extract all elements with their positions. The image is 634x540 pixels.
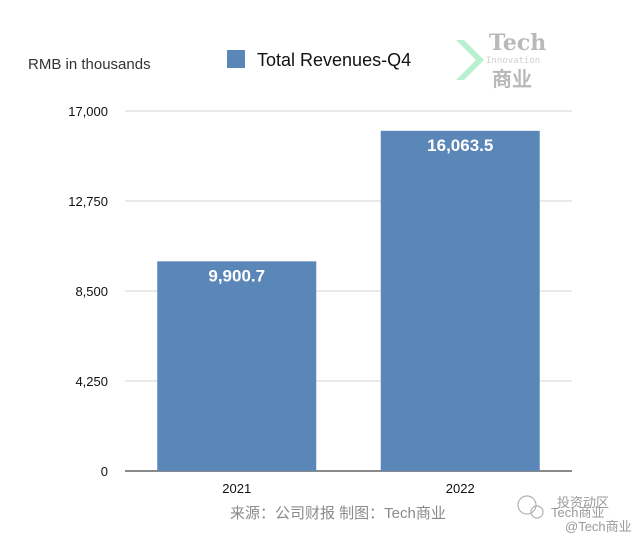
bar-value-label: 16,063.5 [427, 136, 493, 155]
x-tick-label: 2021 [222, 481, 251, 496]
y-tick-label: 17,000 [68, 104, 108, 119]
y-tick-label: 12,750 [68, 194, 108, 209]
y-axis-ticks: 0 4,250 8,500 12,750 17,000 [68, 104, 108, 479]
x-axis-ticks: 2021 2022 [222, 481, 474, 496]
bar-2022 [380, 130, 540, 471]
logo-chevron-icon [456, 40, 484, 80]
wechat-icon [517, 495, 537, 515]
legend-label: Total Revenues-Q4 [257, 50, 411, 70]
wechat-icon-small [530, 505, 544, 519]
legend-swatch [227, 50, 245, 68]
watermark-name: Tech商业 [551, 505, 604, 520]
source-note: 来源：公司财报 制图：Tech商业 [230, 505, 446, 522]
logo-cn: 商业 [492, 67, 532, 91]
logo-subtitle: Innovation [486, 56, 540, 66]
bar-value-label: 9,900.7 [208, 266, 265, 285]
bars: 9,900.7 16,063.5 [157, 130, 540, 471]
x-tick-label: 2022 [446, 481, 475, 496]
bar-2021 [157, 261, 317, 471]
wechat-watermark: 投资动区 Tech商业 @Tech商业 [517, 495, 632, 534]
watermark-community: 投资动区 [557, 495, 609, 510]
logo-title: Tech [489, 30, 546, 56]
y-tick-label: 4,250 [75, 374, 108, 389]
tech-logo: Tech Innovation 商业 [456, 30, 546, 91]
y-axis-unit-label: RMB in thousands [28, 56, 151, 73]
y-tick-label: 8,500 [75, 284, 108, 299]
watermark-handle: @Tech商业 [565, 519, 632, 534]
y-tick-label: 0 [101, 464, 108, 479]
legend: Total Revenues-Q4 [227, 50, 411, 70]
